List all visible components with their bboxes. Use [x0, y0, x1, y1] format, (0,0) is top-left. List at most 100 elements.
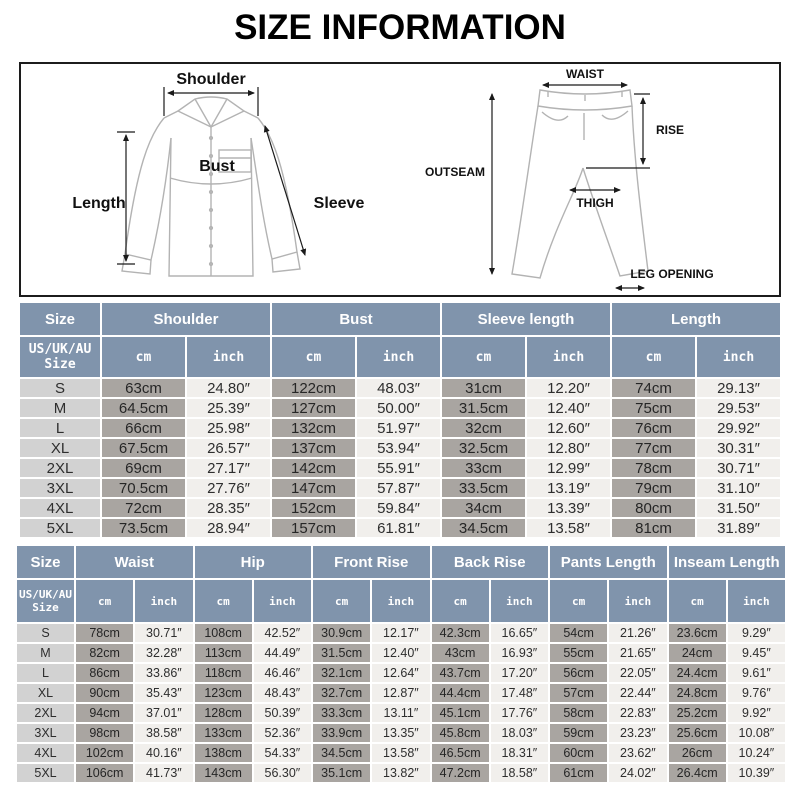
inch-value-cell: 48.03″	[357, 379, 440, 397]
unit-header-cm: cm	[612, 337, 695, 377]
size-row-L: L 86cm 33.86″ 118cm 46.46″ 32.1cm 12.64″ 43.7cm…	[17, 664, 785, 682]
shirt-measure-arrows	[117, 87, 307, 265]
unit-header-inch: inch	[609, 580, 667, 622]
size-label-cell: L	[20, 419, 100, 437]
cm-value-cell: 132cm	[272, 419, 355, 437]
cm-value-cell: 33cm	[442, 459, 525, 477]
cm-value-cell: 79cm	[612, 479, 695, 497]
cm-value-cell: 56cm	[550, 664, 608, 682]
inch-value-cell: 37.01″	[135, 704, 193, 722]
size-label-cell: M	[20, 399, 100, 417]
unit-header-inch: inch	[727, 580, 785, 622]
cm-value-cell: 123cm	[194, 684, 252, 702]
unit-header-inch: inch	[187, 337, 270, 377]
inch-value-cell: 10.39″	[727, 764, 785, 782]
measure-group-header: Front Rise	[313, 546, 430, 578]
inch-value-cell: 61.81″	[357, 519, 440, 537]
cm-value-cell: 138cm	[194, 744, 252, 762]
measure-group-header: Shoulder	[102, 303, 270, 335]
inch-value-cell: 18.31″	[490, 744, 548, 762]
size-label-cell: 5XL	[17, 764, 74, 782]
cm-value-cell: 69cm	[102, 459, 185, 477]
cm-value-cell: 143cm	[194, 764, 252, 782]
pants-thigh-label: THIGH	[576, 196, 613, 210]
size-label-cell: M	[17, 644, 74, 662]
unit-header-cm: cm	[313, 580, 371, 622]
cm-value-cell: 47.2cm	[431, 764, 489, 782]
cm-value-cell: 142cm	[272, 459, 355, 477]
cm-value-cell: 70.5cm	[102, 479, 185, 497]
inch-value-cell: 9.76″	[727, 684, 785, 702]
cm-value-cell: 32cm	[442, 419, 525, 437]
size-row-2XL: 2XL 69cm 27.17″ 142cm 55.91″ 33cm 12.99″ 78cm 30…	[20, 459, 780, 477]
inch-value-cell: 51.97″	[357, 419, 440, 437]
inch-value-cell: 21.26″	[609, 624, 667, 642]
cm-value-cell: 32.5cm	[442, 439, 525, 457]
cm-value-cell: 54cm	[550, 624, 608, 642]
cm-value-cell: 67.5cm	[102, 439, 185, 457]
inch-value-cell: 13.11″	[372, 704, 430, 722]
pants-leg-opening-label: LEG OPENING	[630, 267, 713, 281]
inch-value-cell: 32.28″	[135, 644, 193, 662]
pants-measure-arrows	[489, 82, 650, 291]
cm-value-cell: 31.5cm	[442, 399, 525, 417]
inch-value-cell: 27.17″	[187, 459, 270, 477]
inch-value-cell: 28.35″	[187, 499, 270, 517]
inch-value-cell: 41.73″	[135, 764, 193, 782]
cm-value-cell: 25.2cm	[668, 704, 726, 722]
cm-value-cell: 30.9cm	[313, 624, 371, 642]
cm-value-cell: 74cm	[612, 379, 695, 397]
inch-value-cell: 22.44″	[609, 684, 667, 702]
size-label-cell: 3XL	[17, 724, 74, 742]
cm-value-cell: 26.4cm	[668, 764, 726, 782]
inch-value-cell: 16.65″	[490, 624, 548, 642]
inch-value-cell: 23.62″	[609, 744, 667, 762]
inch-value-cell: 59.84″	[357, 499, 440, 517]
shirt-length-label: Length	[72, 195, 125, 212]
measure-group-header: Waist	[76, 546, 193, 578]
unit-header-cm: cm	[668, 580, 726, 622]
inch-value-cell: 40.16″	[135, 744, 193, 762]
cm-value-cell: 45.8cm	[431, 724, 489, 742]
unit-header-cm: cm	[194, 580, 252, 622]
cm-value-cell: 59cm	[550, 724, 608, 742]
group-header-row: Size Waist Hip Front Rise Back Rise Pants Len…	[17, 546, 785, 578]
inch-value-cell: 50.39″	[253, 704, 311, 722]
cm-value-cell: 32.7cm	[313, 684, 371, 702]
inch-value-cell: 31.50″	[697, 499, 780, 517]
unit-header-row: US/UK/AU Size cm inch cm inch cm inch cm inch cm i…	[17, 580, 785, 622]
inch-value-cell: 24.80″	[187, 379, 270, 397]
unit-header-inch: inch	[372, 580, 430, 622]
size-row-S: S 63cm 24.80″ 122cm 48.03″ 31cm 12.20″ 74cm 29.1…	[20, 379, 780, 397]
size-label-cell: XL	[17, 684, 74, 702]
cm-value-cell: 23.6cm	[668, 624, 726, 642]
inch-value-cell: 9.92″	[727, 704, 785, 722]
cm-value-cell: 33.5cm	[442, 479, 525, 497]
cm-value-cell: 60cm	[550, 744, 608, 762]
cm-value-cell: 80cm	[612, 499, 695, 517]
cm-value-cell: 122cm	[272, 379, 355, 397]
inch-value-cell: 31.89″	[697, 519, 780, 537]
cm-value-cell: 147cm	[272, 479, 355, 497]
size-label-cell: S	[20, 379, 100, 397]
inch-value-cell: 13.39″	[527, 499, 610, 517]
inch-value-cell: 52.36″	[253, 724, 311, 742]
shirt-shoulder-label: Shoulder	[176, 71, 245, 88]
inch-value-cell: 13.35″	[372, 724, 430, 742]
group-header-row: Size Shoulder Bust Sleeve length Length	[20, 303, 780, 335]
inch-value-cell: 12.87″	[372, 684, 430, 702]
cm-value-cell: 44.4cm	[431, 684, 489, 702]
cm-value-cell: 46.5cm	[431, 744, 489, 762]
cm-value-cell: 76cm	[612, 419, 695, 437]
inch-value-cell: 30.71″	[697, 459, 780, 477]
unit-header-cm: cm	[550, 580, 608, 622]
size-label-cell: 2XL	[17, 704, 74, 722]
unit-header-inch: inch	[253, 580, 311, 622]
inch-value-cell: 12.17″	[372, 624, 430, 642]
size-group-header: Size	[20, 303, 100, 335]
inch-value-cell: 28.94″	[187, 519, 270, 537]
inch-value-cell: 54.33″	[253, 744, 311, 762]
inch-value-cell: 9.45″	[727, 644, 785, 662]
size-label-cell: 2XL	[20, 459, 100, 477]
inch-value-cell: 12.64″	[372, 664, 430, 682]
